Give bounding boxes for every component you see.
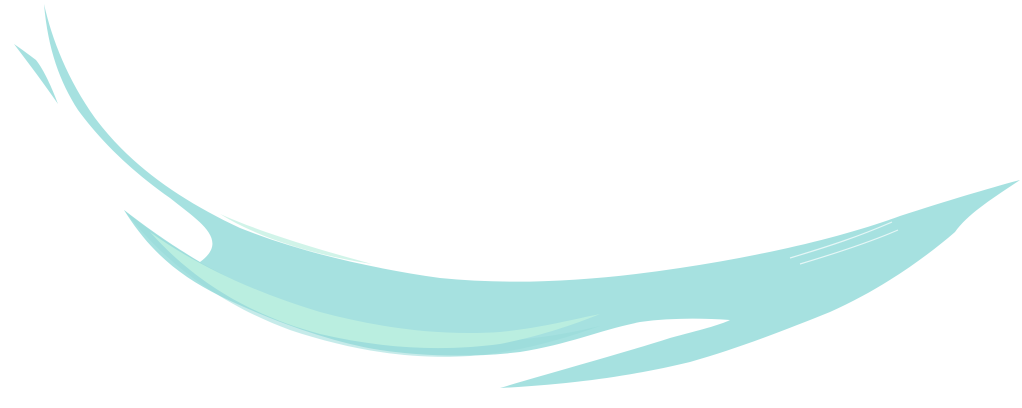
stroke-sliver-top [14, 44, 58, 104]
stroke-highlight-band [150, 232, 600, 349]
stroke-dry-streaks [789, 221, 899, 265]
stroke-main-body [44, 4, 1020, 388]
